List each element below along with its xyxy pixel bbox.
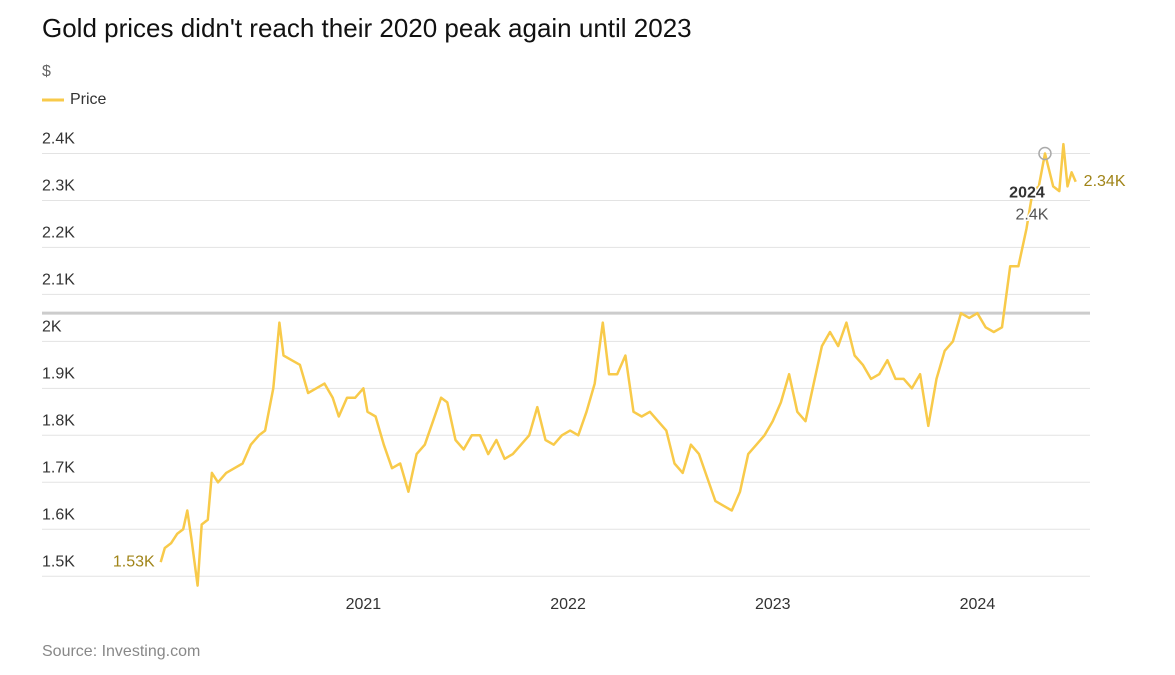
y-tick-label: 1.9K: [42, 366, 75, 383]
x-tick-label: 2023: [755, 596, 791, 613]
annotation-title: 2024: [1009, 185, 1045, 202]
x-tick-label: 2024: [960, 596, 996, 613]
y-tick-label: 1.8K: [42, 413, 75, 430]
annotation-label: 2.4K: [1016, 207, 1049, 224]
price-line: [159, 142, 1077, 587]
last-label: 2.34K: [1084, 173, 1126, 190]
y-tick-label: 2.1K: [42, 272, 75, 289]
first-label: 1.53K: [113, 553, 155, 570]
annotation-marker: [1038, 146, 1052, 161]
y-tick-label: 2.2K: [42, 225, 75, 242]
y-tick-label: 1.6K: [42, 506, 75, 523]
chart-title: Gold prices didn't reach their 2020 peak…: [42, 13, 692, 43]
y-tick-label: 2.4K: [42, 131, 75, 148]
y-tick-label: 1.7K: [42, 459, 75, 476]
y-tick-label: 2K: [42, 319, 62, 336]
x-tick-label: 2021: [346, 596, 382, 613]
y-tick-label: 1.5K: [42, 553, 75, 570]
y-axis-label: $: [42, 63, 51, 80]
legend-label: Price: [70, 91, 107, 108]
x-tick-label: 2022: [550, 596, 586, 613]
source: Source: Investing.com: [42, 643, 200, 660]
y-tick-label: 2.3K: [42, 178, 75, 195]
